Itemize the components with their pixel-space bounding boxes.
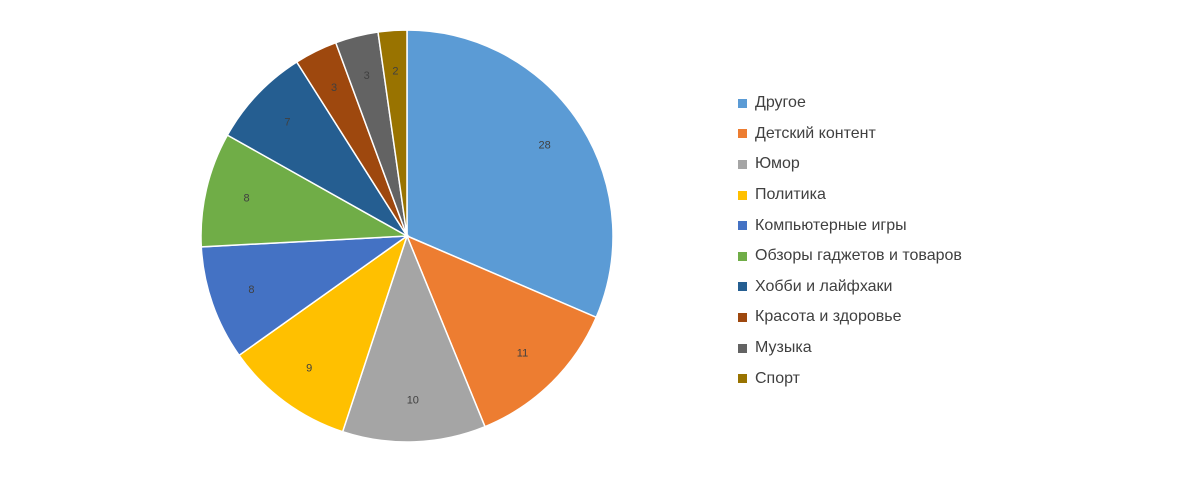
legend-label: Красота и здоровье — [755, 308, 902, 326]
pie-data-label: 3 — [364, 70, 370, 82]
legend-label: Обзоры гаджетов и товаров — [755, 247, 962, 265]
legend-label: Политика — [755, 186, 826, 204]
legend-label: Музыка — [755, 339, 812, 357]
legend-swatch — [738, 221, 747, 231]
pie-data-labels: 28 11 10 9 8 8 7 3 3 2 — [243, 66, 550, 407]
pie-slice — [238, 234, 409, 433]
pie-slice — [200, 235, 410, 357]
pie-slice — [405, 234, 598, 428]
legend-label: Юмор — [755, 155, 800, 173]
legend-label: Компьютерные игры — [755, 216, 907, 234]
legend-swatch — [738, 312, 747, 322]
legend-item: Красота и здоровье — [738, 302, 1158, 333]
legend-label: Детский контент — [755, 124, 876, 142]
legend-item: Спорт — [738, 363, 1158, 394]
pie-slice — [406, 29, 614, 319]
pie-slice — [200, 134, 410, 248]
legend-swatch — [738, 98, 747, 108]
legend-label: Хобби и лайфхаки — [755, 277, 893, 295]
pie-data-label: 28 — [539, 139, 551, 151]
legend-label: Другое — [755, 94, 806, 112]
legend-item: Хобби и лайфхаки — [738, 272, 1158, 303]
legend-swatch — [738, 129, 747, 139]
legend-item: Другое — [738, 88, 1158, 119]
legend-swatch — [738, 159, 747, 169]
pie-data-label: 8 — [248, 284, 254, 296]
legend-label: Спорт — [755, 369, 800, 387]
legend-item: Детский контент — [738, 119, 1158, 150]
pie-slice — [377, 29, 408, 237]
pie-data-label: 10 — [407, 395, 419, 407]
pie-data-label: 11 — [517, 347, 528, 359]
legend-swatch — [738, 190, 747, 200]
legend-item: Политика — [738, 180, 1158, 211]
legend-item: Обзоры гаджетов и товаров — [738, 241, 1158, 272]
legend-swatch — [738, 282, 747, 292]
pie-slices — [200, 29, 614, 443]
pie-slice — [226, 60, 408, 237]
legend-swatch — [738, 374, 747, 384]
legend-item: Юмор — [738, 149, 1158, 180]
pie-slice — [341, 233, 486, 443]
legend-item: Музыка — [738, 333, 1158, 364]
pie-data-label: 2 — [392, 66, 398, 78]
pie-data-label: 7 — [284, 116, 290, 128]
legend-item: Компьютерные игры — [738, 210, 1158, 241]
pie-data-label: 3 — [331, 82, 337, 94]
legend-swatch — [738, 251, 747, 261]
chart-legend: Другое Детский контент Юмор Политика Компьют… — [738, 88, 1158, 394]
pie-data-label: 9 — [306, 363, 312, 375]
pie-data-label: 8 — [243, 192, 249, 204]
legend-swatch — [738, 343, 747, 353]
